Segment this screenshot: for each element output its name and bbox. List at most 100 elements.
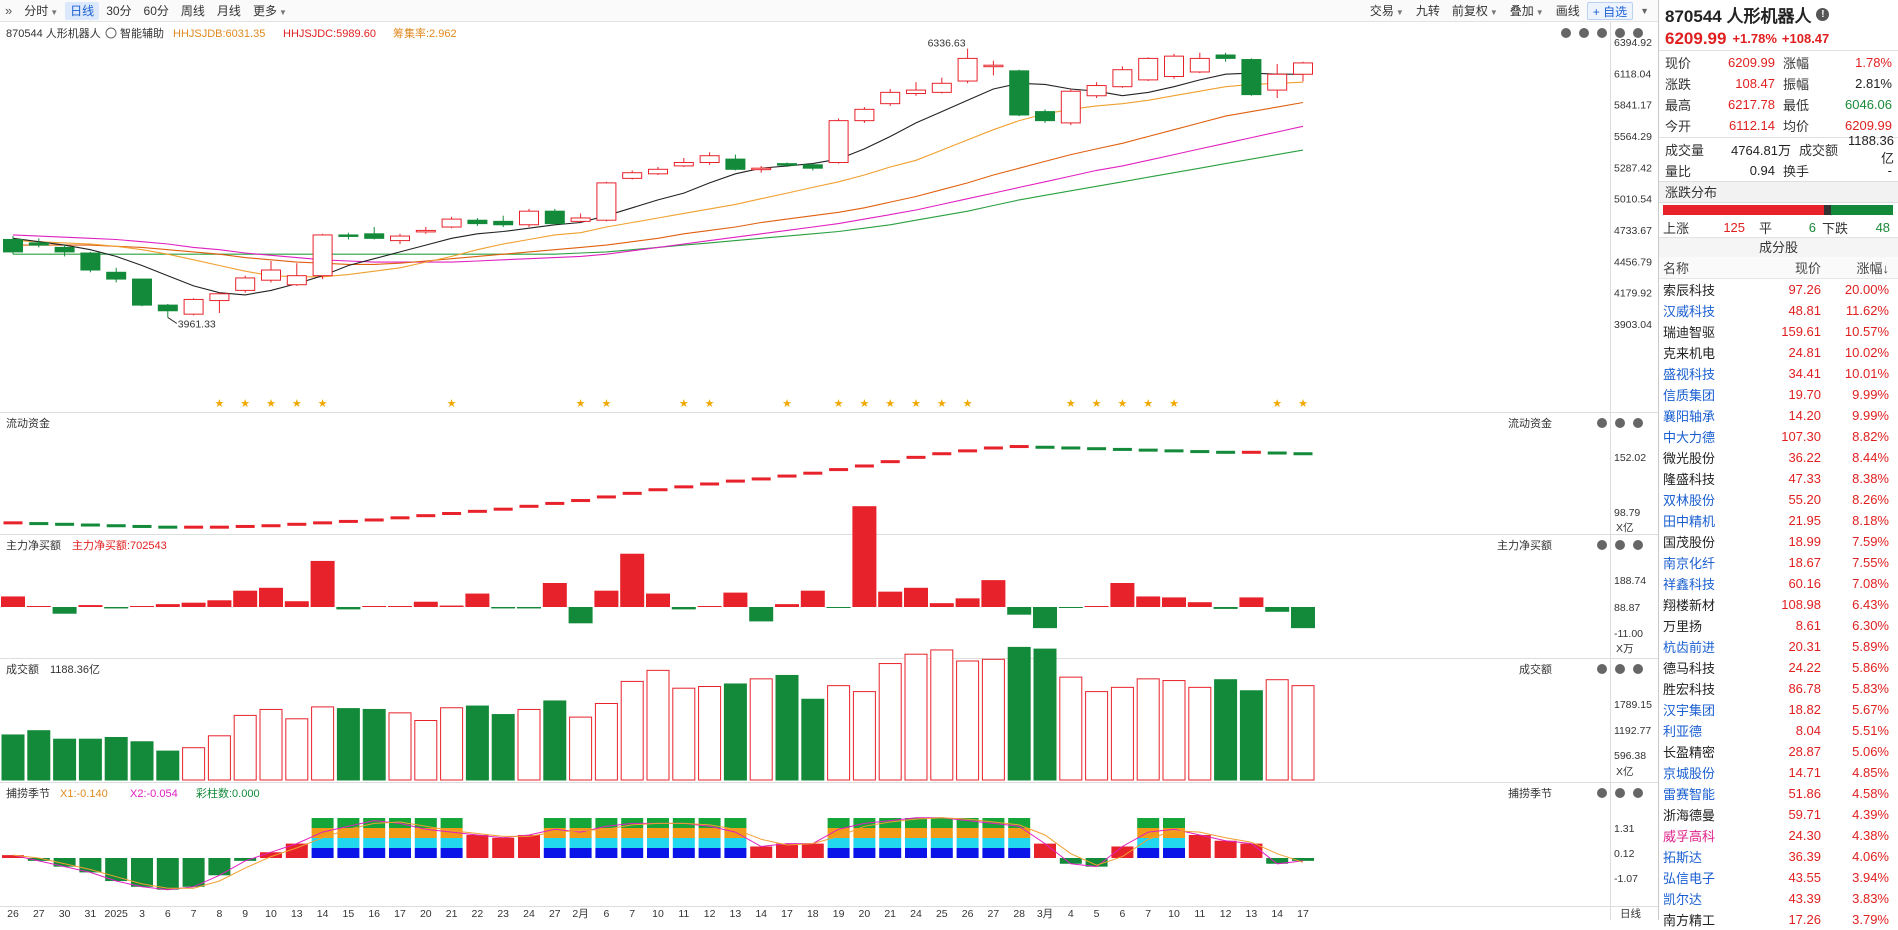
- net-bar: [826, 607, 851, 608]
- amount-bar: [27, 730, 51, 781]
- candle: [751, 165, 772, 173]
- double-chevron-right-icon[interactable]: »: [5, 2, 13, 18]
- stock-row[interactable]: 微光股份 36.22 8.44%: [1659, 447, 1898, 468]
- stock-row[interactable]: 利亚德 8.04 5.51%: [1659, 720, 1898, 741]
- x-axis-period[interactable]: 日线: [1620, 907, 1642, 920]
- stock-row[interactable]: 弘信电子 43.55 3.94%: [1659, 867, 1898, 888]
- season-bar-layer: [595, 848, 618, 858]
- flow-segment: [132, 524, 152, 528]
- stock-row[interactable]: 双林股份 55.20 8.26%: [1659, 489, 1898, 510]
- period-week[interactable]: 周线: [180, 3, 205, 18]
- x-label: 10: [265, 908, 277, 920]
- season-bar-layer: [363, 848, 386, 858]
- flow-segment: [725, 479, 745, 483]
- quote-value: 6209.99: [1728, 55, 1775, 70]
- stock-price: 19.70: [1788, 387, 1821, 402]
- candle: [106, 267, 127, 283]
- stock-row[interactable]: 万里扬 8.61 6.30%: [1659, 615, 1898, 636]
- season-bar-neg: [156, 858, 179, 890]
- assist-toggle-icon[interactable]: [105, 27, 117, 39]
- stock-row[interactable]: 京城股份 14.71 4.85%: [1659, 762, 1898, 783]
- stock-change: 20.00%: [1844, 282, 1889, 297]
- col-price[interactable]: 现价: [1794, 261, 1821, 276]
- trade-button[interactable]: 交易 ▼: [1369, 4, 1404, 18]
- amount-bar: [388, 712, 412, 781]
- stock-row[interactable]: 祥鑫科技 60.16 7.08%: [1659, 573, 1898, 594]
- flow-segment: [442, 512, 462, 515]
- stock-row[interactable]: 瑞迪智驱 159.61 10.57%: [1659, 321, 1898, 342]
- stock-row[interactable]: 索辰科技 97.26 20.00%: [1659, 279, 1898, 300]
- flow-unit: X亿: [1616, 521, 1634, 534]
- col-name[interactable]: 名称: [1663, 261, 1690, 276]
- stock-row[interactable]: 长盈精密 28.87 5.06%: [1659, 741, 1898, 762]
- x-label: 14: [317, 908, 329, 920]
- stock-row[interactable]: 德马科技 24.22 5.86%: [1659, 657, 1898, 678]
- amount-bar: [130, 741, 154, 781]
- period-fenshi[interactable]: 分时 ▼: [24, 3, 59, 18]
- ma30-line: [12, 125, 1304, 263]
- amount-bar: [569, 716, 593, 781]
- stock-row[interactable]: 凯尔达 43.39 3.83%: [1659, 888, 1898, 909]
- stock-row[interactable]: 威孚高科 24.30 4.38%: [1659, 825, 1898, 846]
- stock-change: 8.18%: [1852, 513, 1889, 528]
- overlay-button[interactable]: 叠加 ▼: [1509, 4, 1544, 18]
- period-day[interactable]: 日线: [65, 1, 100, 20]
- season-bar-layer: [595, 828, 618, 838]
- period-30min[interactable]: 30分: [106, 3, 132, 18]
- stock-row[interactable]: 襄阳轴承 14.20 9.99%: [1659, 405, 1898, 426]
- jiuzhuan-button[interactable]: 九转: [1415, 4, 1440, 18]
- stock-row[interactable]: 盛视科技 34.41 10.01%: [1659, 363, 1898, 384]
- stock-row[interactable]: 克来机电 24.81 10.02%: [1659, 342, 1898, 363]
- panel-icons[interactable]: [1561, 28, 1643, 798]
- stock-row[interactable]: 汉宇集团 18.82 5.67%: [1659, 699, 1898, 720]
- x-label: 26: [7, 908, 19, 920]
- stock-row[interactable]: 胜宏科技 86.78 5.83%: [1659, 678, 1898, 699]
- stock-name: 克来机电: [1663, 346, 1716, 361]
- stock-row[interactable]: 杭齿前进 20.31 5.89%: [1659, 636, 1898, 657]
- candle: [209, 292, 230, 314]
- net-bar: [1265, 607, 1290, 612]
- stock-row[interactable]: 浙海德曼 59.71 4.39%: [1659, 804, 1898, 825]
- panel-separator[interactable]: [1658, 0, 1659, 920]
- flow-segment: [3, 521, 23, 525]
- col-change[interactable]: 涨幅↓: [1856, 261, 1889, 276]
- season-bar-layer: [982, 838, 1005, 848]
- stock-row[interactable]: 汉威科技 48.81 11.62%: [1659, 300, 1898, 321]
- period-more[interactable]: 更多 ▼: [252, 3, 287, 18]
- period-60min[interactable]: 60分: [143, 3, 169, 18]
- add-watchlist-button[interactable]: + 自选: [1586, 2, 1634, 20]
- season-bar-layer: [337, 818, 360, 828]
- flow-segment: [1138, 448, 1158, 452]
- season-bar-layer: [363, 838, 386, 848]
- dist-flat-bar: [1823, 205, 1832, 215]
- fuquan-button[interactable]: 前复权 ▼: [1451, 4, 1498, 18]
- period-month[interactable]: 月线: [216, 3, 241, 18]
- net-right-title: 主力净买额: [1497, 538, 1552, 552]
- stock-row[interactable]: 雷赛智能 51.86 4.58%: [1659, 783, 1898, 804]
- info-icon[interactable]: !: [1816, 7, 1830, 21]
- components-title[interactable]: 成分股: [1659, 237, 1898, 257]
- draw-button[interactable]: 画线: [1555, 4, 1580, 18]
- season-bar-layer: [698, 848, 721, 858]
- season-bar-layer: [698, 838, 721, 848]
- chevron-down-icon[interactable]: ▼: [1640, 6, 1649, 16]
- star-icon: ★: [1092, 398, 1102, 410]
- candle-body: [802, 164, 823, 169]
- stock-row[interactable]: 中大力德 107.30 8.82%: [1659, 426, 1898, 447]
- stock-row[interactable]: 拓斯达 36.39 4.06%: [1659, 846, 1898, 867]
- stock-row[interactable]: 隆盛科技 47.33 8.38%: [1659, 468, 1898, 489]
- stock-row[interactable]: 信质集团 19.70 9.99%: [1659, 384, 1898, 405]
- stock-name: 汉威科技: [1663, 304, 1716, 319]
- stock-price: 24.22: [1788, 660, 1821, 675]
- candle-body: [1035, 111, 1055, 122]
- candle: [54, 245, 75, 257]
- x-label: 14: [1271, 908, 1283, 920]
- season-right-title: 捕捞季节: [1508, 786, 1552, 800]
- net-bar: [310, 560, 335, 607]
- assist-label[interactable]: 智能辅助: [120, 26, 164, 40]
- stock-row[interactable]: 国茂股份 18.99 7.59%: [1659, 531, 1898, 552]
- stock-row[interactable]: 田中精机 21.95 8.18%: [1659, 510, 1898, 531]
- stock-row[interactable]: 南京化纤 18.67 7.55%: [1659, 552, 1898, 573]
- stock-row[interactable]: 翔楼新材 108.98 6.43%: [1659, 594, 1898, 615]
- kline-chart[interactable]: 870544 人形机器人 智能辅助 HHJSJDB:6031.35 HHJSJD…: [0, 22, 1658, 920]
